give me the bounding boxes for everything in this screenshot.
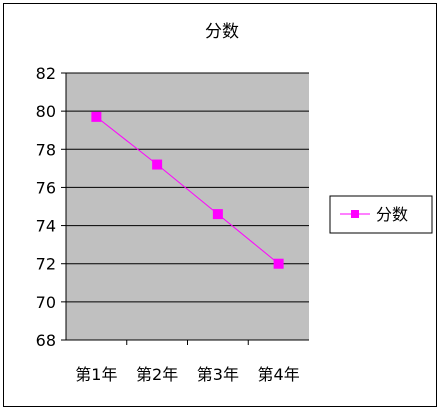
data-point <box>212 209 223 220</box>
data-point <box>91 111 102 122</box>
y-tick-label: 74 <box>36 217 56 236</box>
x-tick-label: 第4年 <box>258 365 300 384</box>
legend-marker <box>351 210 359 218</box>
gridlines <box>66 72 309 303</box>
data-point <box>152 159 163 170</box>
legend-label: 分数 <box>376 205 408 224</box>
series-line <box>96 116 279 265</box>
y-tick-label: 76 <box>36 178 56 197</box>
data-point <box>273 258 284 269</box>
x-tick-label: 第1年 <box>75 365 117 384</box>
x-tick-label: 第2年 <box>136 365 178 384</box>
y-tick-label: 78 <box>36 140 56 159</box>
x-axis: 第1年 第2年 第3年 第4年 <box>66 339 309 384</box>
plot-area <box>66 73 309 340</box>
y-tick-label: 72 <box>36 255 56 274</box>
y-tick-label: 68 <box>36 331 56 350</box>
legend: 分数 <box>329 195 433 234</box>
y-tick-label: 80 <box>36 102 56 121</box>
y-tick-label: 82 <box>36 64 56 83</box>
chart-title: 分数 <box>205 22 239 42</box>
x-tick-label: 第3年 <box>197 365 239 384</box>
y-tick-label: 70 <box>36 293 56 312</box>
series <box>91 111 284 269</box>
y-axis: 68 70 72 74 76 78 80 82 <box>36 64 67 350</box>
